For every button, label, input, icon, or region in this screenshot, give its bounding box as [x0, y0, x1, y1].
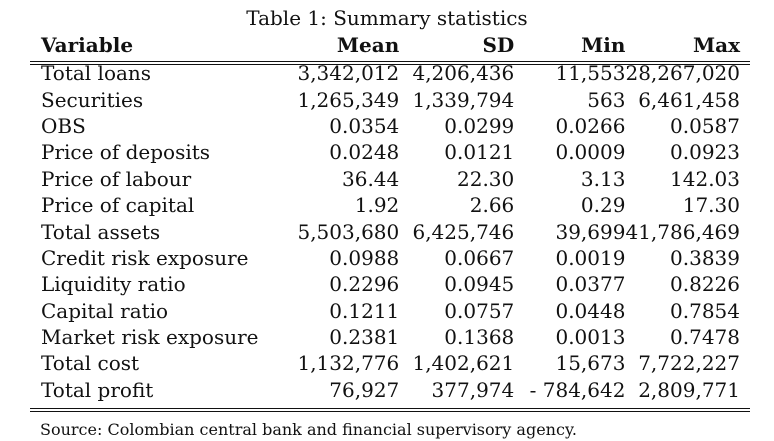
sd-cell: 6,425,746: [412, 219, 515, 244]
header-variable: Variable: [41, 33, 134, 57]
variable-cell: OBS: [41, 113, 86, 138]
sd-cell: 0.0299: [444, 113, 515, 138]
min-cell: 0.0448: [555, 298, 626, 323]
bottom-rule: [30, 408, 750, 409]
sd-cell: 0.1368: [444, 325, 515, 350]
max-cell: 142.03: [670, 166, 740, 191]
variable-cell: Price of labour: [41, 166, 192, 191]
table-row: Market risk exposure 0.2381 0.1368 0.0013 0.…: [30, 324, 750, 350]
min-cell: 3.13: [580, 166, 626, 191]
table-row: Liquidity ratio 0.2296 0.0945 0.0377 0.8226: [30, 271, 750, 297]
table-row: Price of labour 36.44 22.30 3.13 142.03: [30, 166, 750, 192]
bottom-rule-double: [30, 411, 750, 412]
table-caption: Table 1: Summary statistics: [246, 6, 528, 30]
table-row: OBS 0.0354 0.0299 0.0266 0.0587: [30, 113, 750, 139]
header-min: Min: [581, 33, 626, 57]
max-cell: 0.7478: [670, 325, 740, 350]
max-cell: 6,461,458: [638, 87, 740, 112]
mean-cell: 5,503,680: [297, 219, 400, 244]
table-row: Total loans 3,342,012 4,206,436 11,553 28,26…: [30, 60, 750, 86]
table-row: Securities 1,265,349 1,339,794 563 6,461,458: [30, 86, 750, 112]
min-cell: 0.0377: [555, 272, 626, 297]
max-cell: 0.0923: [670, 140, 740, 165]
sd-cell: 22.30: [457, 166, 515, 191]
sd-cell: 1,402,621: [412, 351, 515, 376]
variable-cell: Liquidity ratio: [41, 272, 186, 297]
min-cell: 0.0013: [555, 325, 626, 350]
max-cell: 7,722,227: [638, 351, 740, 376]
table-row: Price of capital 1.92 2.66 0.29 17.30: [30, 192, 750, 218]
mean-cell: 0.2381: [329, 325, 400, 350]
summary-statistics-table: Variable Mean SD Min Max Total loans 3,34…: [30, 30, 750, 403]
min-cell: 563: [587, 87, 626, 112]
header-sd: SD: [482, 33, 515, 57]
sd-cell: 0.0757: [444, 298, 515, 323]
min-cell: - 784,642: [529, 377, 626, 402]
table-row: Total profit 76,927 377,974 - 784,642 2,809,…: [30, 377, 750, 403]
mean-cell: 76,927: [329, 377, 400, 402]
variable-cell: Total profit: [41, 377, 154, 402]
table-row: Credit risk exposure 0.0988 0.0667 0.0019 0.…: [30, 245, 750, 271]
mean-cell: 36.44: [342, 166, 400, 191]
mean-cell: 0.2296: [329, 272, 400, 297]
variable-cell: Credit risk exposure: [41, 245, 249, 270]
sd-cell: 0.0121: [444, 140, 515, 165]
mean-cell: 1,265,349: [297, 87, 400, 112]
mean-cell: 0.0248: [329, 140, 400, 165]
mean-cell: 0.1211: [329, 298, 400, 323]
table-row: Total assets 5,503,680 6,425,746 39,699 41,7…: [30, 218, 750, 244]
sd-cell: 0.0945: [444, 272, 515, 297]
variable-cell: Capital ratio: [41, 298, 169, 323]
mean-cell: 1.92: [354, 193, 400, 218]
sd-cell: 0.0667: [444, 245, 515, 270]
mean-cell: 1,132,776: [297, 351, 400, 376]
header-max: Max: [692, 33, 740, 57]
sd-cell: 4,206,436: [412, 61, 515, 86]
min-cell: 0.29: [580, 193, 626, 218]
table-row: Price of deposits 0.0248 0.0121 0.0009 0.092…: [30, 139, 750, 165]
max-cell: 2,809,771: [638, 377, 740, 402]
header-mean: Mean: [336, 33, 400, 57]
min-cell: 15,673: [555, 351, 626, 376]
max-cell: 0.7854: [670, 298, 740, 323]
min-cell: 0.0266: [555, 113, 626, 138]
variable-cell: Total assets: [41, 219, 161, 244]
header-rule: [30, 64, 750, 65]
min-cell: 0.0019: [555, 245, 626, 270]
summary-table-container: Variable Mean SD Min Max Total loans 3,34…: [30, 30, 750, 403]
max-cell: 17.30: [682, 193, 740, 218]
max-cell: 0.0587: [670, 113, 740, 138]
table-row: Total cost 1,132,776 1,402,621 15,673 7,722,…: [30, 350, 750, 376]
variable-cell: Total loans: [41, 61, 152, 86]
mean-cell: 3,342,012: [297, 61, 400, 86]
sd-cell: 1,339,794: [412, 87, 515, 112]
source-note: Source: Colombian central bank and finan…: [40, 420, 577, 439]
variable-cell: Total cost: [41, 351, 140, 376]
max-cell: 28,267,020: [625, 61, 740, 86]
sd-cell: 377,974: [431, 377, 515, 402]
table-row: Capital ratio 0.1211 0.0757 0.0448 0.7854: [30, 298, 750, 324]
max-cell: 0.8226: [670, 272, 740, 297]
sd-cell: 2.66: [469, 193, 515, 218]
max-cell: 41,786,469: [625, 219, 740, 244]
mean-cell: 0.0988: [329, 245, 400, 270]
variable-cell: Price of deposits: [41, 140, 211, 165]
variable-cell: Market risk exposure: [41, 325, 259, 350]
min-cell: 0.0009: [555, 140, 626, 165]
variable-cell: Price of capital: [41, 193, 195, 218]
min-cell: 39,699: [555, 219, 626, 244]
min-cell: 11,553: [555, 61, 626, 86]
top-rule: [30, 61, 750, 62]
mean-cell: 0.0354: [329, 113, 400, 138]
max-cell: 0.3839: [670, 245, 740, 270]
variable-cell: Securities: [41, 87, 144, 112]
header-row: Variable Mean SD Min Max: [30, 30, 750, 60]
